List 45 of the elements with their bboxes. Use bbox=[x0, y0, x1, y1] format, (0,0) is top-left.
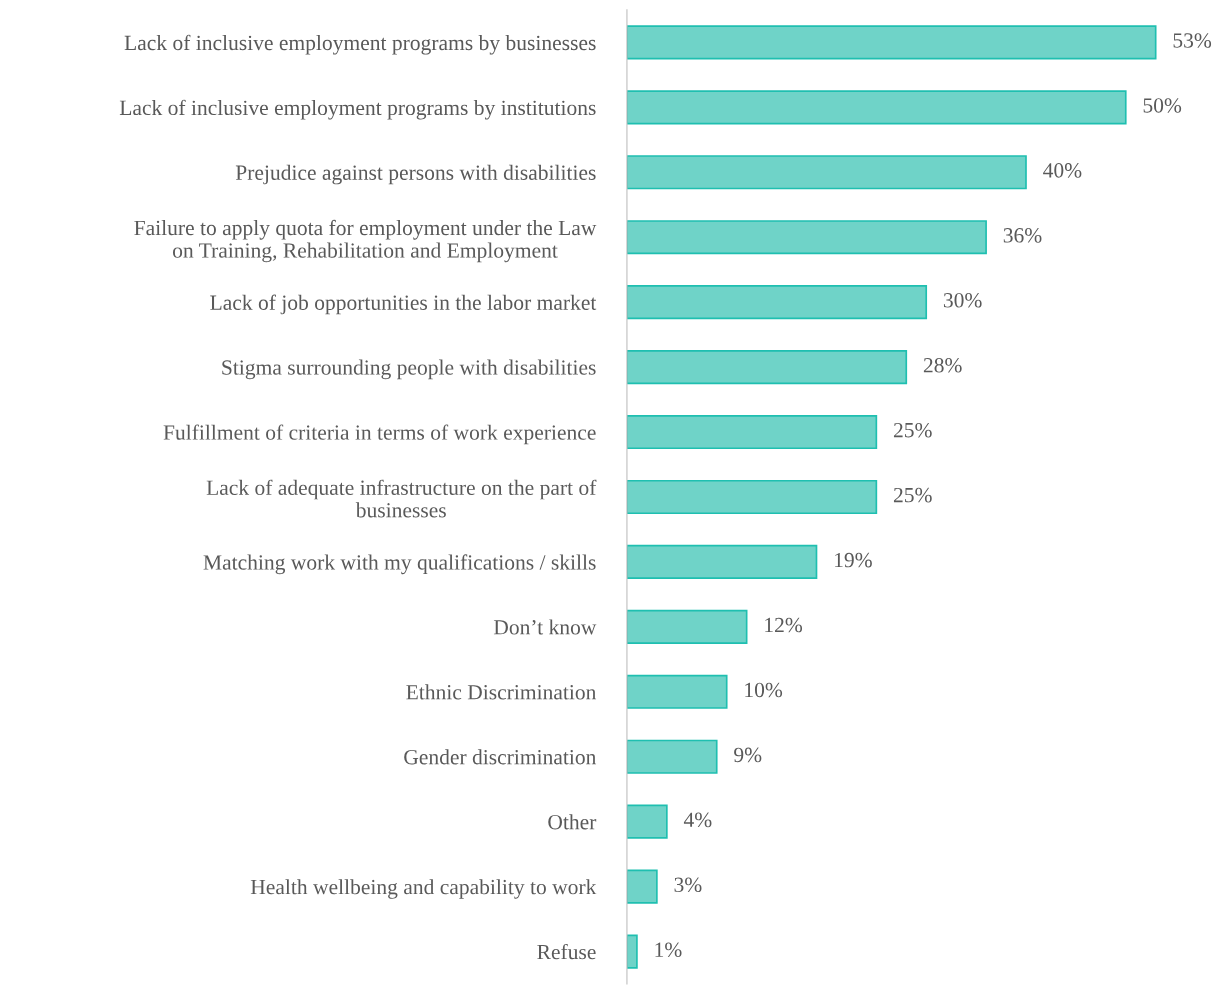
y-tick-label: Gender discrimination bbox=[404, 749, 597, 765]
data-label: 3% bbox=[674, 877, 702, 893]
data-label: 40% bbox=[1043, 163, 1082, 178]
y-tick-label: Refuse bbox=[537, 943, 596, 960]
bar bbox=[626, 869, 658, 904]
data-label: 30% bbox=[943, 293, 982, 308]
data-label: 1% bbox=[655, 942, 682, 958]
y-tick-label: Failure to apply quota for employment under the Law on Training, Rehabilitation and Employment bbox=[134, 219, 597, 263]
y-tick-label: Matching work with my qualifications / skills bbox=[203, 554, 596, 575]
y-tick-label: Lack of inclusive employment programs by businesses bbox=[124, 34, 596, 55]
bar bbox=[626, 739, 718, 774]
data-label: 9% bbox=[734, 747, 762, 763]
bar bbox=[626, 155, 1027, 190]
bar bbox=[626, 220, 987, 255]
y-tick-label: Prejudice against persons with disabilities bbox=[235, 164, 596, 185]
bar bbox=[626, 479, 878, 515]
data-label: 4% bbox=[683, 812, 712, 828]
y-tick-label: Fulfillment of criteria in terms of work experience bbox=[163, 424, 596, 445]
data-label: 19% bbox=[835, 552, 872, 568]
bar bbox=[626, 350, 908, 385]
bar bbox=[626, 804, 668, 839]
y-tick-label: Stigma surrounding people with disabilities bbox=[222, 359, 596, 380]
y-tick-label: Lack of adequate infrastructure on the part of businesses bbox=[206, 479, 597, 518]
y-tick-label: Health wellbeing and capability to work bbox=[250, 879, 597, 899]
data-label: 10% bbox=[745, 682, 783, 698]
y-tick-label: Ethnic Discrimination bbox=[406, 684, 597, 700]
data-label: 28% bbox=[923, 357, 962, 373]
data-label: 50% bbox=[1143, 98, 1182, 113]
bar bbox=[626, 609, 748, 644]
data-label: 36% bbox=[1003, 228, 1042, 243]
data-label: 53% bbox=[1173, 33, 1212, 48]
bar bbox=[626, 90, 1127, 125]
y-tick-label: Lack of job opportunities in the labor market bbox=[210, 294, 597, 315]
y-tick-label: Other bbox=[548, 814, 597, 830]
bar bbox=[626, 674, 728, 709]
data-label: 25% bbox=[893, 487, 932, 503]
y-tick-label: Lack of inclusive employment programs by institutions bbox=[119, 99, 596, 120]
data-label: 12% bbox=[765, 617, 803, 633]
bar bbox=[626, 934, 638, 969]
data-label: 25% bbox=[893, 422, 932, 438]
bar bbox=[626, 414, 878, 450]
bar bbox=[626, 544, 818, 579]
bar bbox=[626, 285, 928, 320]
y-tick-label: Don’t know bbox=[493, 619, 597, 635]
bar bbox=[626, 25, 1157, 60]
